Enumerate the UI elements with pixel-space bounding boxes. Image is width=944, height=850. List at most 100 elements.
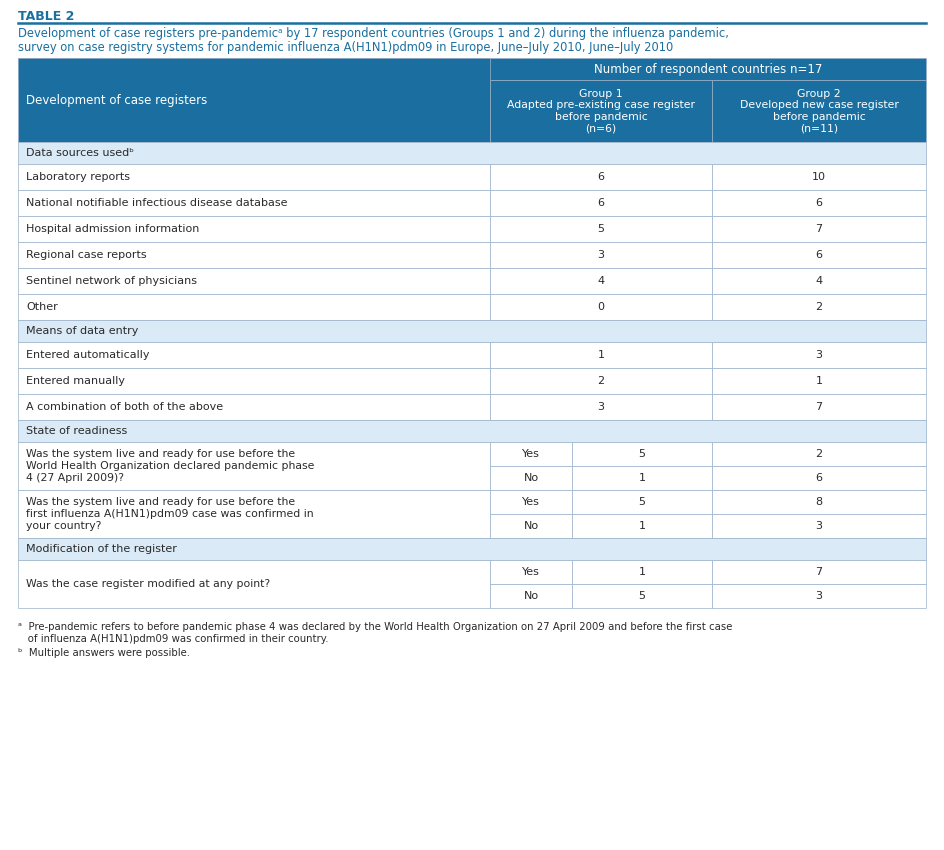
Text: 2: 2: [598, 376, 604, 386]
Text: 6: 6: [598, 172, 604, 182]
Bar: [712, 268, 926, 294]
Text: 6: 6: [816, 250, 822, 260]
Bar: [18, 368, 490, 394]
Text: National notifiable infectious disease database: National notifiable infectious disease d…: [26, 198, 288, 208]
Text: Yes: Yes: [522, 497, 540, 507]
Text: A combination of both of the above: A combination of both of the above: [26, 402, 223, 412]
Text: 6: 6: [598, 198, 604, 208]
Bar: [712, 294, 926, 320]
Bar: [18, 58, 490, 142]
Bar: [490, 514, 572, 538]
Text: 2: 2: [816, 449, 822, 459]
Bar: [490, 242, 712, 268]
Bar: [18, 142, 926, 164]
Bar: [490, 490, 572, 514]
Text: Development of case registers: Development of case registers: [26, 94, 208, 106]
Text: TABLE 2: TABLE 2: [18, 10, 75, 23]
Text: Group 2
Developed new case register
before pandemic
(n=11): Group 2 Developed new case register befo…: [739, 88, 899, 133]
Text: ᵇ  Multiple answers were possible.: ᵇ Multiple answers were possible.: [18, 648, 190, 658]
Bar: [18, 420, 926, 442]
Bar: [490, 342, 712, 368]
Text: Modification of the register: Modification of the register: [26, 544, 177, 554]
Bar: [572, 584, 712, 608]
Bar: [712, 514, 926, 538]
Bar: [490, 268, 712, 294]
Text: 7: 7: [816, 567, 822, 577]
Text: 1: 1: [638, 567, 646, 577]
Text: 4: 4: [816, 276, 822, 286]
Text: Entered manually: Entered manually: [26, 376, 125, 386]
Text: 2: 2: [816, 302, 822, 312]
Bar: [490, 80, 712, 142]
Bar: [572, 490, 712, 514]
Text: 5: 5: [638, 449, 646, 459]
Text: 5: 5: [638, 591, 646, 601]
Text: Laboratory reports: Laboratory reports: [26, 172, 130, 182]
Text: 3: 3: [816, 521, 822, 531]
Text: No: No: [523, 521, 539, 531]
Bar: [18, 394, 490, 420]
Bar: [490, 466, 572, 490]
Bar: [572, 560, 712, 584]
Bar: [712, 80, 926, 142]
Bar: [18, 190, 490, 216]
Bar: [18, 216, 490, 242]
Bar: [490, 584, 572, 608]
Text: 3: 3: [816, 591, 822, 601]
Bar: [18, 58, 926, 80]
Bar: [18, 320, 926, 342]
Text: 7: 7: [816, 224, 822, 234]
Bar: [18, 490, 490, 538]
Text: 6: 6: [816, 198, 822, 208]
Bar: [490, 164, 712, 190]
Text: Hospital admission information: Hospital admission information: [26, 224, 199, 234]
Bar: [712, 368, 926, 394]
Text: 5: 5: [598, 224, 604, 234]
Text: State of readiness: State of readiness: [26, 426, 127, 436]
Text: 10: 10: [812, 172, 826, 182]
Text: 8: 8: [816, 497, 822, 507]
Bar: [712, 466, 926, 490]
Bar: [18, 342, 490, 368]
Text: 4: 4: [598, 276, 604, 286]
Bar: [712, 394, 926, 420]
Bar: [572, 514, 712, 538]
Bar: [490, 216, 712, 242]
Text: survey on case registry systems for pandemic influenza A(H1N1)pdm09 in Europe, J: survey on case registry systems for pand…: [18, 41, 673, 54]
Bar: [490, 368, 712, 394]
Text: 7: 7: [816, 402, 822, 412]
Text: Sentinel network of physicians: Sentinel network of physicians: [26, 276, 197, 286]
Bar: [712, 342, 926, 368]
Bar: [18, 164, 490, 190]
Text: 1: 1: [816, 376, 822, 386]
Text: Number of respondent countries n=17: Number of respondent countries n=17: [594, 63, 822, 76]
Text: Entered automatically: Entered automatically: [26, 350, 149, 360]
Bar: [712, 560, 926, 584]
Bar: [712, 584, 926, 608]
Text: Data sources usedᵇ: Data sources usedᵇ: [26, 148, 134, 158]
Text: Was the system live and ready for use before the
World Health Organization decla: Was the system live and ready for use be…: [26, 450, 314, 483]
Bar: [712, 242, 926, 268]
Bar: [712, 490, 926, 514]
Bar: [572, 466, 712, 490]
Bar: [712, 190, 926, 216]
Bar: [18, 538, 926, 560]
Bar: [18, 268, 490, 294]
Text: 3: 3: [598, 402, 604, 412]
Bar: [490, 560, 572, 584]
Bar: [712, 216, 926, 242]
Bar: [18, 242, 490, 268]
Text: Was the system live and ready for use before the
first influenza A(H1N1)pdm09 ca: Was the system live and ready for use be…: [26, 497, 313, 530]
Bar: [490, 190, 712, 216]
Bar: [490, 394, 712, 420]
Text: Group 1
Adapted pre-existing case register
before pandemic
(n=6): Group 1 Adapted pre-existing case regist…: [507, 88, 695, 133]
Text: Yes: Yes: [522, 567, 540, 577]
Bar: [572, 442, 712, 466]
Bar: [18, 560, 490, 608]
Text: Development of case registers pre-pandemicᵃ by 17 respondent countries (Groups 1: Development of case registers pre-pandem…: [18, 27, 729, 40]
Text: 6: 6: [816, 473, 822, 483]
Bar: [712, 442, 926, 466]
Text: No: No: [523, 591, 539, 601]
Bar: [490, 442, 572, 466]
Bar: [18, 294, 490, 320]
